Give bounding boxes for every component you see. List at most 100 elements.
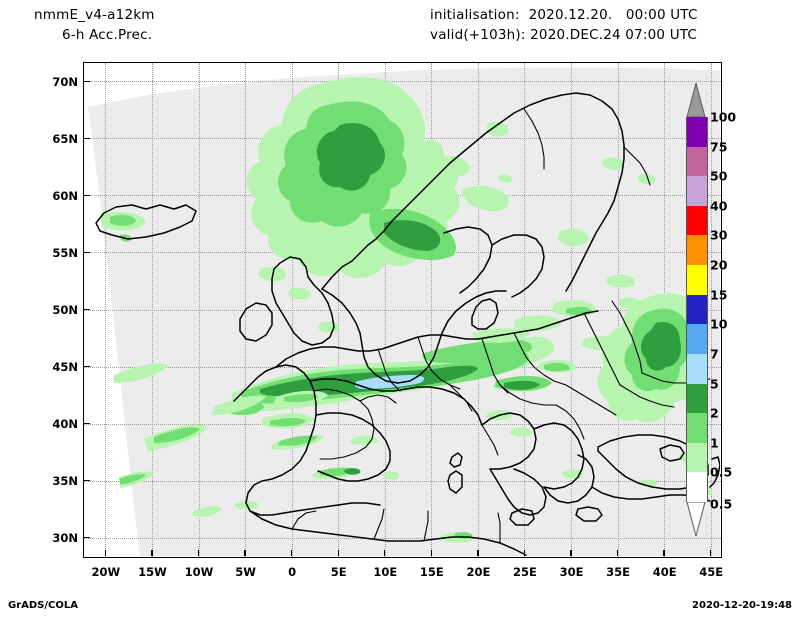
precip-core-ukraine: [654, 347, 671, 360]
precip-cell-sweden-2: [498, 174, 513, 183]
colorbar-segment-7[interactable]: [686, 265, 708, 295]
precip-cell-morocco: [234, 500, 259, 510]
coastline-iberia-south: [315, 412, 391, 482]
colorbar-bottom-arrow: [686, 502, 706, 536]
map-canvas: [84, 63, 721, 557]
colorbar-label-7: 7: [710, 346, 719, 362]
precip-streak-atlantic-6: [212, 395, 266, 415]
colorbar[interactable]: 0.5 1 2 5 7 10 15 20 30 40 50 75 100 0.5: [686, 83, 736, 536]
precip-cell-scotland: [258, 266, 287, 282]
colorbar-segment-2[interactable]: [686, 413, 708, 443]
tick-lon-25E: [523, 550, 526, 556]
precip-streak-atlantic-3-core: [112, 474, 146, 485]
axis-label-lat-40N: 40N: [52, 417, 78, 432]
precip-area-ukraine-5mm: [641, 321, 682, 371]
axis-label-lat-30N: 30N: [52, 531, 78, 546]
coastline-bothnia-west: [443, 226, 493, 294]
colorbar-segment-6[interactable]: [686, 294, 708, 325]
coastline-greece: [543, 454, 595, 504]
border-belgium: [377, 348, 401, 392]
colorbar-label-20: 20: [710, 257, 728, 273]
axis-label-lon-30E: 30E: [559, 565, 584, 579]
coastline-great-britain: [271, 256, 335, 346]
border-morocco: [291, 510, 317, 530]
precip-cell-balkans: [510, 427, 531, 437]
precip-area-mid-norway: [434, 156, 470, 177]
generation-timestamp-label: 2020-12-20-19:48: [692, 600, 792, 611]
precip-core-spain: [344, 468, 361, 475]
tick-lat-60N: [84, 194, 90, 197]
precip-cell-north-sea: [288, 287, 311, 300]
gridline-lat-35N: [84, 480, 721, 482]
precip-band-benelux: [422, 339, 532, 363]
border-poland-west: [513, 332, 567, 386]
tick-lon-0: [290, 550, 293, 556]
tick-lat-45N: [84, 365, 90, 368]
axis-label-lat-60N: 60N: [52, 188, 78, 203]
coastline-crimea: [659, 444, 685, 462]
coastline-iberia-west: [233, 364, 381, 516]
coastline-iceland: [95, 204, 197, 240]
colorbar-segment-1[interactable]: [686, 442, 708, 473]
precip-cell-russia-w: [606, 274, 635, 288]
precip-cell-finland-2: [602, 157, 625, 170]
tick-lon-20W: [104, 550, 107, 556]
coastline-baltic-south: [321, 288, 507, 384]
border-libya-east: [497, 512, 501, 544]
tick-lon-10W: [197, 550, 200, 556]
coastline-caspian: [709, 456, 720, 488]
colorbar-segment-10[interactable]: [686, 176, 708, 206]
precip-cell-sardinia: [382, 471, 400, 480]
axis-label-lon-5E: 5E: [330, 565, 347, 579]
tick-lat-65N: [84, 137, 90, 139]
coastline-italy-north: [481, 412, 537, 470]
border-austria-hungary: [499, 384, 557, 406]
axis-label-lat-50N: 50N: [52, 303, 78, 317]
axis-label-lon-5W: 5W: [235, 565, 256, 579]
tick-lon-30E: [570, 550, 572, 556]
coastline-italy-boot: [489, 468, 547, 516]
precip-area-scandinavia-5mm: [316, 123, 385, 191]
colorbar-label-min: 0.5: [710, 496, 733, 512]
precip-cell-galicia-core: [284, 394, 318, 403]
axis-label-lat-70N: 70N: [52, 74, 78, 89]
coastline-corsica: [449, 452, 463, 468]
tick-lat-70N: [84, 80, 90, 82]
colorbar-segment-3[interactable]: [686, 383, 708, 414]
border-germany-west: [417, 336, 461, 390]
border-libya-west: [423, 510, 429, 542]
colorbar-segment-0[interactable]: [686, 472, 708, 502]
tick-lon-20E: [477, 550, 479, 556]
software-credit-label: GrADS/COLA: [8, 600, 78, 611]
field-name-label: 6-h Acc.Prec.: [62, 27, 153, 43]
precip-area-norway-coast-5mm: [384, 220, 441, 251]
coastline-denmark: [471, 298, 499, 330]
axis-label-lon-20E: 20E: [466, 565, 491, 579]
gridline-lat-40N: [84, 423, 721, 425]
colorbar-segment-8[interactable]: [686, 235, 708, 266]
precip-core-ukraine-2: [644, 338, 654, 348]
precip-band-spain-c-core: [320, 468, 352, 477]
colorbar-segment-4[interactable]: [686, 353, 708, 384]
map-plot-area: [83, 62, 722, 558]
border-ukraine-south: [619, 384, 675, 408]
border-algeria-tunisia: [373, 508, 385, 540]
coastline-scandinavia-north: [321, 92, 625, 292]
border-finland-russia: [623, 146, 651, 186]
colorbar-label-0.5: 0.5: [710, 464, 733, 480]
precip-streak-atlantic-2: [114, 363, 168, 383]
precip-cell-sweden-1: [486, 121, 509, 137]
border-italy-alps: [481, 424, 499, 456]
colorbar-segment-5[interactable]: [686, 324, 708, 354]
colorbar-segment-12[interactable]: [686, 117, 708, 147]
tick-lon-15W: [151, 550, 153, 556]
colorbar-label-75: 75: [710, 139, 728, 155]
colorbar-segment-9[interactable]: [686, 205, 708, 236]
colorbar-segment-11[interactable]: [686, 146, 708, 177]
precip-core-switzerland: [504, 380, 540, 390]
tick-lon-45E: [709, 550, 712, 556]
border-hungary-serbia: [555, 404, 585, 440]
colorbar-label-2: 2: [710, 405, 719, 421]
tick-lon-5W: [244, 550, 246, 556]
